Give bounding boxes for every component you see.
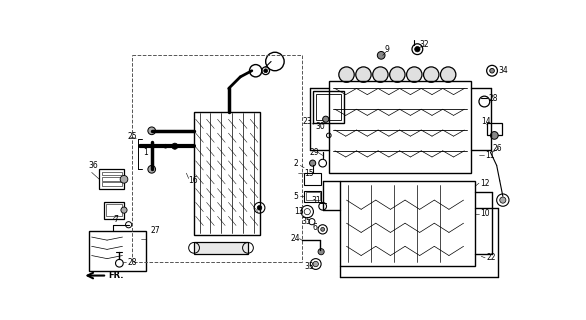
Text: 33: 33 (304, 262, 314, 271)
Circle shape (323, 116, 329, 122)
Text: 15: 15 (304, 169, 314, 178)
Text: FR.: FR. (108, 271, 124, 280)
Bar (329, 81, 471, 173)
Bar (101, 182, 122, 186)
Text: 26: 26 (493, 144, 502, 153)
Bar (194, 112, 260, 235)
Circle shape (321, 228, 325, 231)
Text: 13: 13 (294, 207, 304, 216)
Circle shape (148, 127, 155, 135)
Bar (306, 192, 319, 200)
Text: 36: 36 (88, 161, 98, 170)
Bar (314, 91, 344, 123)
Text: 12: 12 (481, 179, 490, 188)
Text: 6: 6 (313, 222, 318, 232)
Circle shape (163, 144, 168, 148)
Bar (486, 123, 502, 135)
Circle shape (500, 197, 506, 203)
Text: 5: 5 (294, 192, 298, 201)
Text: 32: 32 (420, 40, 430, 49)
Text: 1: 1 (143, 148, 148, 157)
Text: 23: 23 (302, 117, 312, 126)
Text: 35: 35 (302, 217, 312, 226)
Text: 9: 9 (384, 45, 389, 54)
Circle shape (257, 205, 262, 210)
Text: 16: 16 (189, 176, 198, 185)
Bar (101, 177, 122, 181)
Circle shape (121, 207, 127, 213)
Circle shape (490, 68, 495, 73)
Text: 28: 28 (488, 94, 498, 103)
Text: 14: 14 (481, 117, 490, 126)
Text: 28: 28 (127, 258, 137, 267)
Circle shape (415, 46, 420, 52)
Text: 27: 27 (150, 227, 160, 236)
Bar (101, 172, 122, 175)
Text: 10: 10 (481, 210, 490, 219)
Circle shape (390, 67, 405, 82)
Circle shape (148, 165, 155, 173)
Circle shape (356, 67, 371, 82)
Text: 29: 29 (309, 148, 319, 157)
Circle shape (373, 67, 388, 82)
Circle shape (313, 261, 318, 267)
Circle shape (407, 67, 422, 82)
Bar (316, 94, 341, 120)
Text: 11: 11 (485, 151, 495, 160)
Circle shape (120, 175, 128, 183)
Bar (88, 231, 146, 271)
Circle shape (264, 69, 268, 73)
Circle shape (490, 132, 498, 139)
Circle shape (377, 52, 385, 59)
Circle shape (309, 160, 316, 166)
Text: 2: 2 (294, 159, 298, 168)
Bar (304, 173, 321, 186)
Text: 7: 7 (113, 215, 118, 224)
Circle shape (318, 249, 324, 255)
Text: 24: 24 (290, 234, 300, 243)
Bar (194, 243, 248, 254)
Text: 34: 34 (498, 66, 508, 75)
Text: 25: 25 (127, 132, 137, 141)
Text: 22: 22 (486, 253, 496, 262)
Text: 30: 30 (316, 123, 325, 132)
Circle shape (172, 143, 178, 149)
Bar (340, 181, 475, 266)
Circle shape (441, 67, 456, 82)
Bar (100, 169, 124, 189)
Bar (106, 204, 122, 216)
Bar (104, 202, 124, 219)
Circle shape (339, 67, 354, 82)
Text: 31: 31 (312, 196, 322, 204)
Bar (304, 191, 321, 202)
Circle shape (424, 67, 439, 82)
